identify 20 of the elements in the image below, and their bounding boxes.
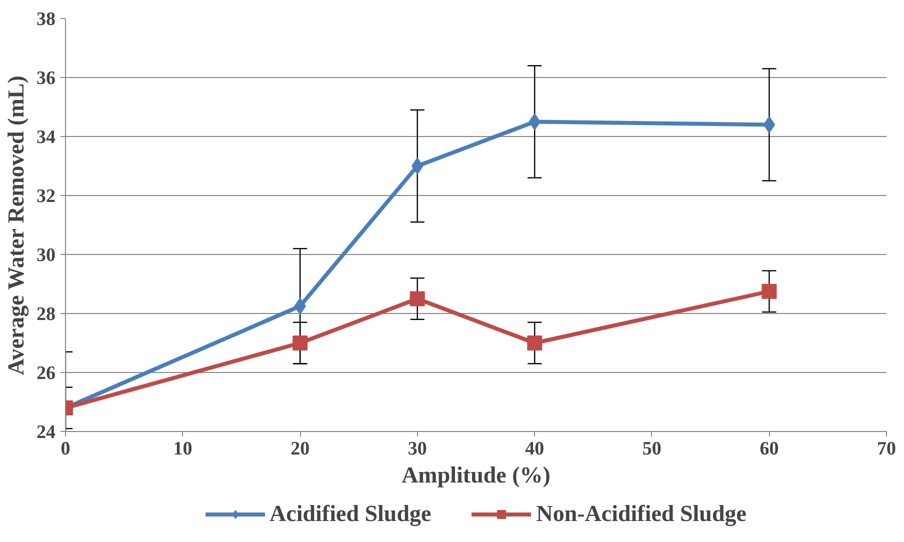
- x-axis-title: Amplitude (%): [402, 462, 550, 488]
- x-tick-label: 20: [290, 438, 310, 460]
- x-tick-label: 40: [525, 438, 544, 460]
- y-tick-label: 38: [36, 9, 56, 30]
- y-tick-label: 34: [36, 127, 56, 148]
- x-tick-label: 0: [60, 438, 70, 460]
- y-tick-label: 26: [36, 363, 56, 384]
- y-tick-label: 32: [36, 186, 56, 207]
- y-tick-label: 28: [36, 304, 56, 325]
- legend-label: Acidified Sludge: [270, 501, 432, 527]
- y-tick-label: 36: [36, 68, 56, 89]
- x-tick-label: 50: [642, 438, 662, 460]
- y-tick-label: 24: [36, 422, 56, 443]
- x-tick-label: 70: [877, 438, 896, 460]
- legend-label: Non-Acidified Sludge: [536, 501, 746, 527]
- x-tick-label: 10: [173, 438, 192, 460]
- x-tick-label: 30: [408, 438, 427, 460]
- y-tick-label: 30: [36, 245, 56, 266]
- x-tick-label: 60: [760, 438, 779, 460]
- y-axis-title: Average Water Removed (mL): [4, 76, 30, 376]
